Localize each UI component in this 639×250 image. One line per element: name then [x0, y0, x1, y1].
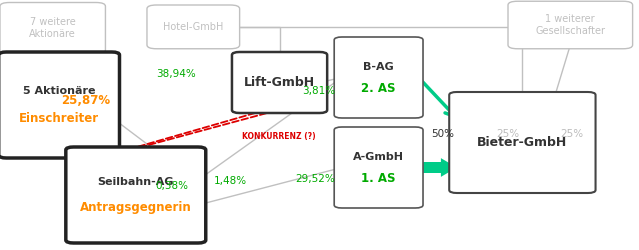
Text: 1,48%: 1,48%	[214, 176, 247, 186]
Text: A-GmbH: A-GmbH	[353, 152, 404, 162]
Text: Lift-GmbH: Lift-GmbH	[244, 76, 315, 89]
Text: 25%: 25%	[560, 129, 583, 139]
FancyBboxPatch shape	[508, 1, 633, 49]
Text: 29,52%: 29,52%	[296, 174, 335, 184]
Text: 50%: 50%	[431, 129, 454, 139]
FancyBboxPatch shape	[334, 37, 423, 118]
Text: Hotel-GmbH: Hotel-GmbH	[163, 22, 224, 32]
Text: 3,81%: 3,81%	[302, 86, 335, 96]
Text: Antragsgegnerin: Antragsgegnerin	[80, 201, 192, 214]
Text: KONKURRENZ (?): KONKURRENZ (?)	[242, 132, 315, 141]
FancyBboxPatch shape	[0, 2, 105, 54]
Text: 38,94%: 38,94%	[157, 69, 196, 79]
Text: 2. AS: 2. AS	[362, 82, 396, 94]
Polygon shape	[415, 158, 457, 177]
Text: Bieter-GmbH: Bieter-GmbH	[477, 136, 567, 149]
FancyBboxPatch shape	[232, 52, 327, 113]
Text: B-AG: B-AG	[363, 62, 394, 72]
Text: 5 Aktionäre: 5 Aktionäre	[23, 86, 95, 96]
Text: 0,38%: 0,38%	[155, 181, 189, 191]
Text: 1. AS: 1. AS	[362, 172, 396, 184]
Text: 7 weitere
Aktionäre: 7 weitere Aktionäre	[29, 17, 76, 39]
FancyBboxPatch shape	[334, 127, 423, 208]
FancyBboxPatch shape	[66, 147, 206, 243]
FancyBboxPatch shape	[0, 52, 119, 158]
Text: Seilbahn-AG: Seilbahn-AG	[98, 178, 174, 188]
Text: 1 weiterer
Gesellschafter: 1 weiterer Gesellschafter	[535, 14, 605, 36]
FancyBboxPatch shape	[147, 5, 240, 49]
FancyBboxPatch shape	[449, 92, 596, 193]
Text: 25%: 25%	[497, 129, 520, 139]
Text: Einschreiter: Einschreiter	[19, 112, 99, 126]
Text: 25,87%: 25,87%	[61, 94, 110, 106]
